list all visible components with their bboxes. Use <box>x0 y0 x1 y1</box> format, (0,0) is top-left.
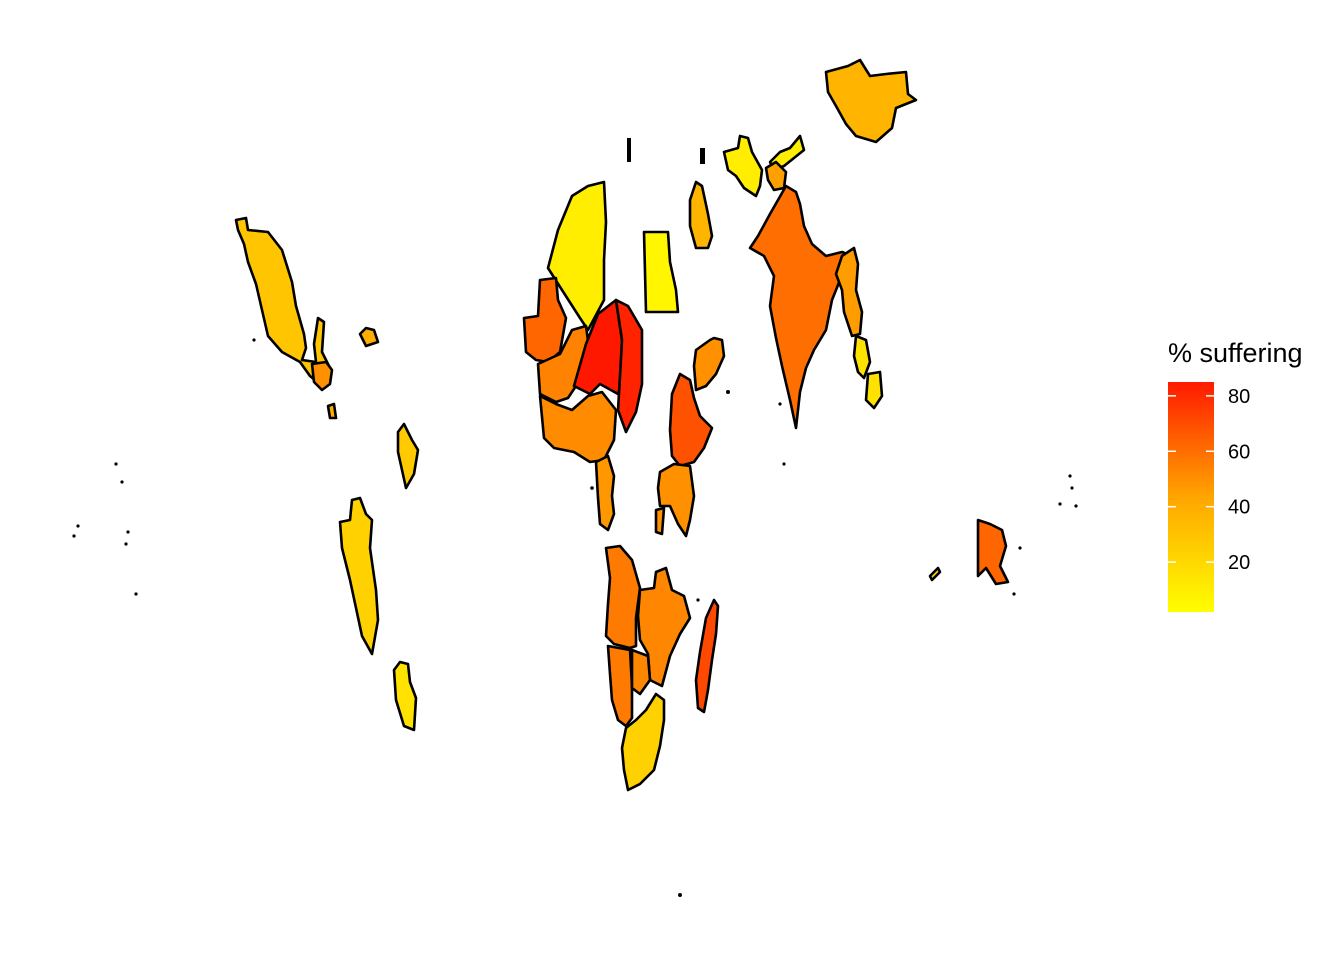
island-mark <box>126 530 130 534</box>
island-mark <box>1012 592 1016 596</box>
region-southern-africa-west <box>604 544 642 650</box>
region-caribbean-2 <box>326 402 338 420</box>
island-mark <box>928 566 942 582</box>
island-mark <box>678 893 682 897</box>
region-south-africa <box>620 692 666 792</box>
island-mark <box>1058 502 1062 506</box>
legend-ticks: 20 40 60 80 <box>1168 386 1250 574</box>
legend-tick-label: 20 <box>1228 552 1250 574</box>
legend: 20 40 60 80 <box>1168 382 1250 612</box>
region-yemen-saudi <box>692 336 726 392</box>
region-southern-south-america <box>392 660 418 732</box>
region-central-asia <box>722 134 764 198</box>
island-mark <box>124 542 128 546</box>
region-southern-africa-east <box>636 566 692 688</box>
island-mark <box>1074 504 1078 508</box>
region-papua-new-guinea <box>976 518 1010 586</box>
island-mark <box>1018 546 1022 550</box>
legend-tick-label: 40 <box>1228 497 1250 519</box>
island-mark <box>72 534 76 538</box>
region-caribbean <box>358 326 380 348</box>
region-sudan <box>614 298 644 434</box>
island-mark <box>782 462 786 466</box>
legend-color-bar <box>1168 382 1214 612</box>
region-ethiopia <box>668 372 714 468</box>
region-indochina <box>852 334 872 380</box>
island-mark <box>134 592 138 596</box>
island-mark <box>120 480 124 484</box>
region-southern-africa-east-2 <box>630 648 652 696</box>
island-mark <box>114 462 118 466</box>
island-mark <box>627 138 631 162</box>
region-indochina-2 <box>864 370 884 410</box>
region-middle-east <box>688 180 714 250</box>
region-mexico <box>234 216 332 388</box>
island-mark <box>778 402 782 406</box>
region-central-africa <box>594 454 616 532</box>
region-nigeria-gulf <box>538 390 618 464</box>
region-india <box>748 184 854 430</box>
island-mark <box>252 338 256 342</box>
island-mark <box>76 524 80 528</box>
island-mark <box>726 390 730 394</box>
region-southern-africa-west-2 <box>606 644 634 728</box>
island-mark <box>1070 486 1074 490</box>
island-mark <box>1068 474 1072 478</box>
island-mark <box>696 598 700 602</box>
island-mark <box>700 148 705 164</box>
region-andean-south-america <box>338 496 380 656</box>
region-east-africa <box>656 462 696 538</box>
region-mongolia <box>824 58 918 144</box>
region-central-america <box>310 360 334 392</box>
region-madagascar <box>694 598 720 714</box>
map-regions <box>234 58 1010 792</box>
region-west-africa-coast <box>522 276 568 364</box>
region-southeast-asia <box>834 246 864 338</box>
legend-title: % suffering <box>1168 338 1303 368</box>
legend-tick-label: 60 <box>1228 441 1250 463</box>
island-mark <box>590 486 594 490</box>
small-islands <box>72 138 1078 897</box>
region-east-africa-2 <box>654 506 666 536</box>
region-egypt <box>642 230 680 314</box>
region-algeria-libya <box>546 180 608 332</box>
region-northern-south-america <box>396 422 420 490</box>
legend-tick-label: 80 <box>1228 386 1250 408</box>
